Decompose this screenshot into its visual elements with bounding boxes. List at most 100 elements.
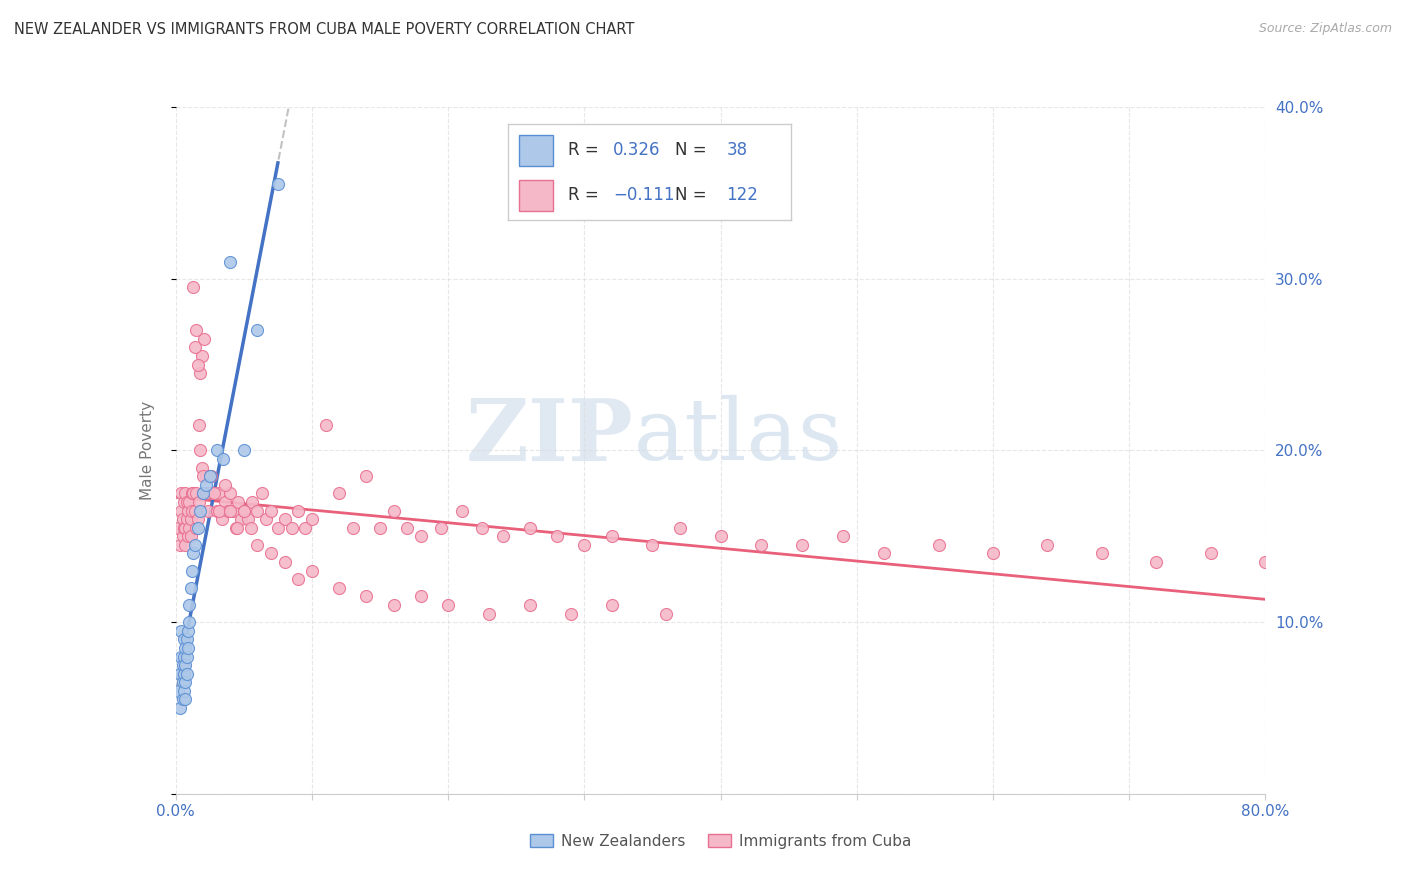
Point [450, 503, 472, 517]
Point [356, 590, 378, 604]
Point [184, 503, 207, 517]
Point [232, 503, 254, 517]
Point [173, 521, 195, 535]
Point [751, 538, 773, 552]
Point [655, 607, 678, 621]
Point [179, 495, 201, 509]
Point [193, 332, 215, 346]
Point [519, 521, 541, 535]
Point [179, 598, 201, 612]
Point [214, 495, 236, 509]
Text: atlas: atlas [633, 395, 842, 478]
Point [222, 503, 245, 517]
Point [188, 503, 211, 517]
Point [287, 503, 309, 517]
Point [181, 486, 204, 500]
Point [832, 529, 855, 543]
Point [280, 521, 302, 535]
Point [478, 607, 501, 621]
Point [315, 417, 337, 432]
Point [1091, 546, 1114, 561]
Point [1199, 546, 1222, 561]
Point [174, 692, 197, 706]
Point [1254, 555, 1277, 569]
Point [254, 512, 277, 526]
Point [240, 495, 263, 509]
Point [710, 529, 733, 543]
Point [328, 581, 350, 595]
Point [409, 590, 432, 604]
Point [172, 529, 194, 543]
Point [170, 486, 193, 500]
Point [396, 521, 419, 535]
Point [208, 486, 231, 500]
Point [190, 349, 212, 363]
Point [194, 478, 217, 492]
Text: NEW ZEALANDER VS IMMIGRANTS FROM CUBA MALE POVERTY CORRELATION CHART: NEW ZEALANDER VS IMMIGRANTS FROM CUBA MA… [14, 22, 634, 37]
Point [176, 632, 198, 647]
Point [1036, 538, 1059, 552]
Point [177, 624, 200, 638]
Point [186, 521, 208, 535]
Point [173, 666, 195, 681]
Point [202, 486, 225, 500]
Point [195, 486, 218, 500]
Point [250, 486, 273, 500]
Point [174, 538, 197, 552]
Point [492, 529, 515, 543]
Point [172, 692, 194, 706]
Point [267, 178, 290, 192]
Point [198, 469, 221, 483]
Point [437, 598, 460, 612]
Point [172, 658, 194, 673]
Point [181, 503, 204, 517]
Point [174, 521, 197, 535]
Point [173, 495, 195, 509]
Point [546, 529, 568, 543]
Point [177, 503, 200, 517]
Point [236, 512, 259, 526]
Point [194, 469, 217, 483]
Point [574, 538, 596, 552]
Point [232, 503, 254, 517]
Point [169, 701, 191, 715]
Point [183, 486, 205, 500]
Point [176, 666, 198, 681]
Point [600, 529, 623, 543]
Point [226, 521, 249, 535]
Point [176, 512, 198, 526]
Point [239, 521, 262, 535]
Text: ZIP: ZIP [465, 395, 633, 479]
Point [183, 546, 205, 561]
Point [246, 323, 269, 337]
Point [382, 503, 405, 517]
Point [190, 460, 212, 475]
Point [219, 486, 242, 500]
Point [179, 615, 201, 630]
Point [172, 675, 194, 690]
Point [167, 521, 190, 535]
Point [172, 512, 194, 526]
Point [219, 254, 242, 268]
Point [170, 624, 193, 638]
Point [1144, 555, 1167, 569]
Point [173, 649, 195, 664]
Legend: New Zealanders, Immigrants from Cuba: New Zealanders, Immigrants from Cuba [524, 828, 917, 855]
Point [186, 486, 208, 500]
Point [792, 538, 814, 552]
Point [173, 683, 195, 698]
Point [246, 538, 269, 552]
Point [197, 503, 219, 517]
Point [328, 486, 350, 500]
Point [186, 512, 209, 526]
Point [184, 538, 207, 552]
Point [274, 512, 297, 526]
Point [294, 521, 316, 535]
Point [184, 340, 207, 354]
Point [981, 546, 1004, 561]
Point [174, 658, 197, 673]
Point [180, 529, 202, 543]
Point [179, 521, 201, 535]
Point [232, 443, 254, 458]
Point [205, 443, 228, 458]
